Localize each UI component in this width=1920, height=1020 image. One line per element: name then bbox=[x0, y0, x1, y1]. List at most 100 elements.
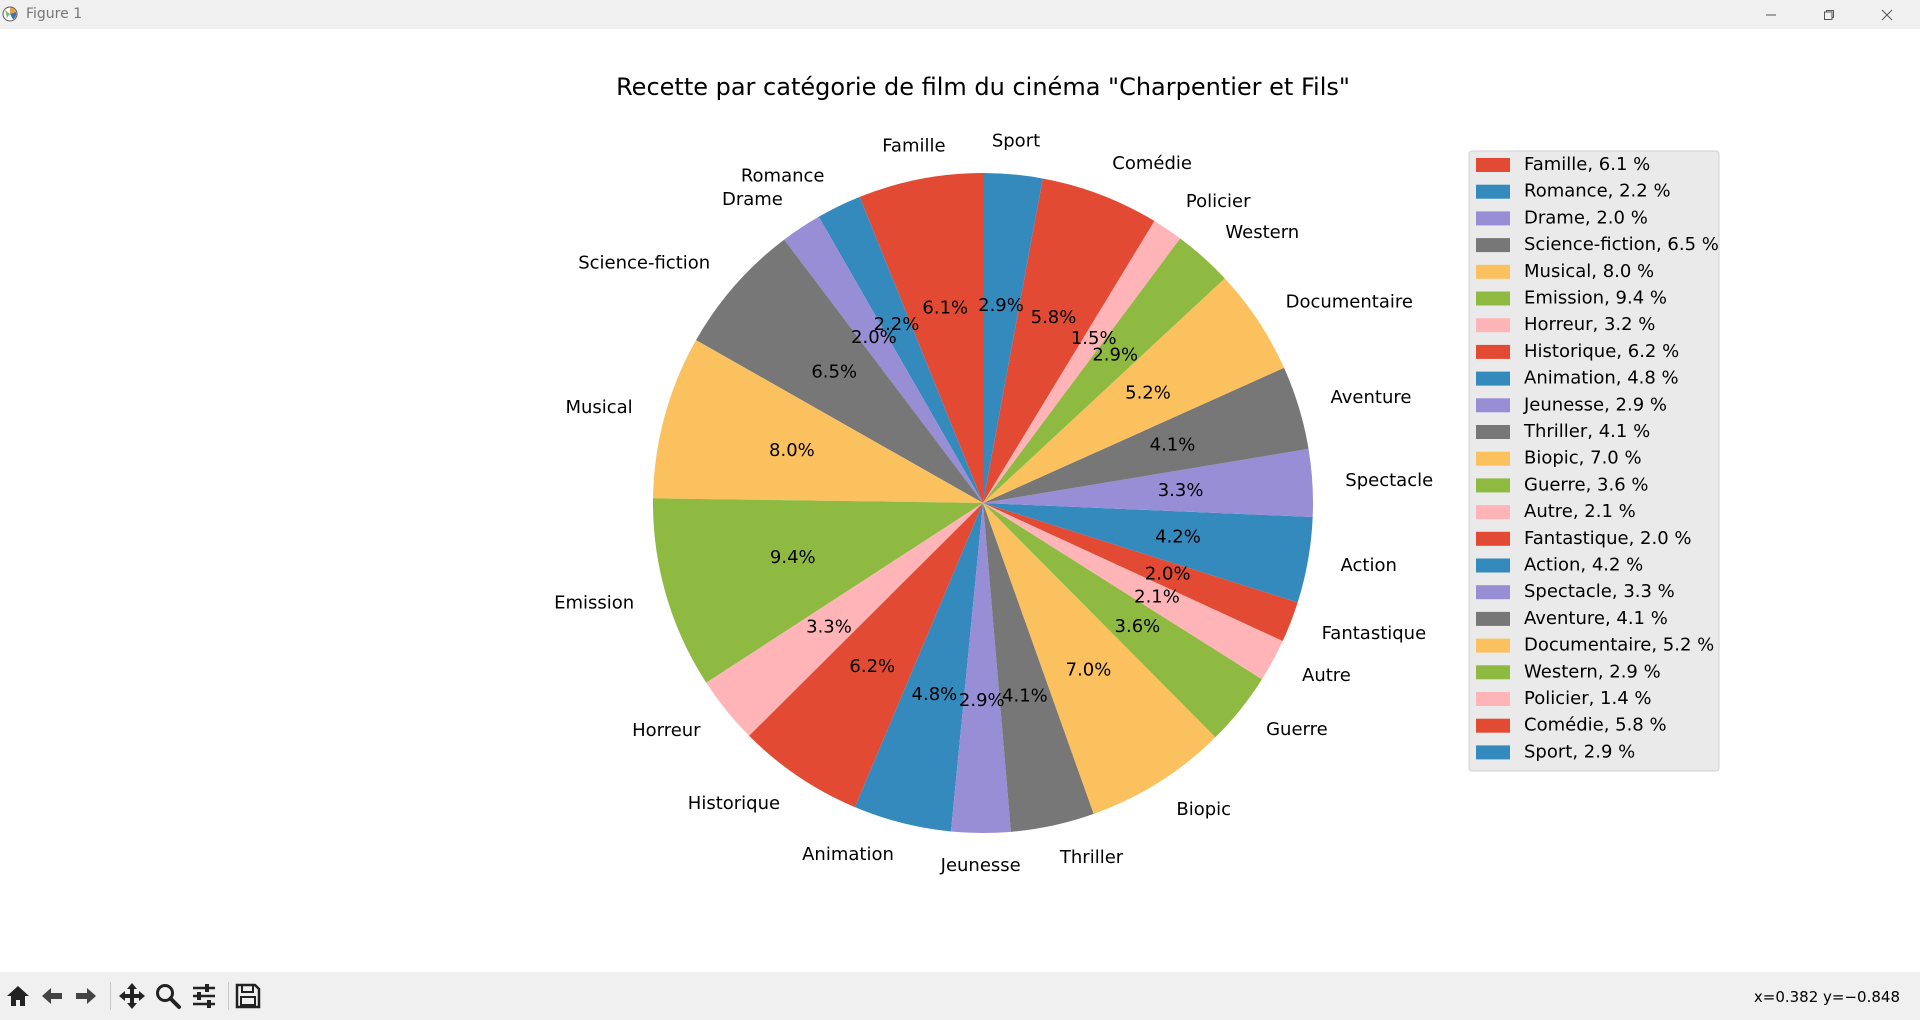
percent-label: 2.2% bbox=[874, 314, 920, 335]
legend-label: Thriller, 4.1 % bbox=[1523, 421, 1650, 442]
percent-label: 7.0% bbox=[1066, 660, 1112, 681]
home-icon bbox=[7, 986, 29, 1006]
save-button[interactable] bbox=[232, 980, 264, 1012]
close-button[interactable] bbox=[1858, 0, 1916, 29]
legend-item: Jeunesse, 2.9 % bbox=[1476, 394, 1667, 415]
legend-label: Comédie, 5.8 % bbox=[1524, 715, 1667, 736]
slice-label: Documentaire bbox=[1286, 292, 1413, 313]
back-button[interactable] bbox=[36, 980, 68, 1012]
slice-label: Emission bbox=[554, 593, 634, 614]
pie-slice bbox=[784, 216, 983, 503]
percent-label: 5.2% bbox=[1125, 383, 1171, 404]
pie-slice bbox=[859, 173, 983, 503]
slice-label: Jeunesse bbox=[940, 855, 1021, 876]
percent-label: 4.1% bbox=[1002, 686, 1048, 707]
pie-slice bbox=[983, 503, 1298, 642]
pie-slice bbox=[983, 503, 1216, 814]
legend-label: Famille, 6.1 % bbox=[1524, 154, 1650, 175]
percent-label: 2.1% bbox=[1134, 587, 1180, 608]
minimize-icon bbox=[1766, 14, 1776, 15]
legend-swatch bbox=[1476, 558, 1510, 573]
percent-label: 3.3% bbox=[806, 616, 852, 637]
legend-swatch bbox=[1476, 718, 1510, 733]
home-button[interactable] bbox=[2, 980, 34, 1012]
cursor-coordinates: x=0.382 y=−0.848 bbox=[1753, 988, 1900, 1006]
legend-item: Thriller, 4.1 % bbox=[1476, 421, 1650, 442]
legend-swatch bbox=[1476, 264, 1510, 279]
slice-label: Aventure bbox=[1331, 387, 1412, 408]
legend-frame bbox=[1468, 150, 1720, 772]
pie-slice bbox=[983, 278, 1285, 503]
percent-label: 8.0% bbox=[769, 440, 815, 461]
pie-slice bbox=[653, 340, 983, 503]
legend-swatch bbox=[1476, 425, 1510, 439]
legend-item: Action, 4.2 % bbox=[1476, 555, 1643, 576]
legend-item: Musical, 8.0 % bbox=[1476, 261, 1654, 282]
legend-label: Western, 2.9 % bbox=[1524, 661, 1661, 682]
navigation-toolbar: x=0.382 y=−0.848 bbox=[0, 972, 1920, 1020]
pie-slice bbox=[983, 503, 1313, 603]
forward-icon bbox=[76, 988, 96, 1004]
slice-label: Romance bbox=[741, 165, 825, 186]
legend-item: Horreur, 3.2 % bbox=[1476, 314, 1655, 335]
pie-slice bbox=[983, 238, 1225, 504]
legend-label: Aventure, 4.1 % bbox=[1524, 608, 1668, 629]
legend-label: Action, 4.2 % bbox=[1524, 555, 1643, 576]
forward-button[interactable] bbox=[70, 980, 102, 1012]
legend-swatch bbox=[1476, 158, 1510, 172]
slice-label: Action bbox=[1341, 555, 1397, 576]
percent-label: 6.1% bbox=[922, 298, 968, 319]
legend-swatch bbox=[1476, 638, 1510, 653]
figure-canvas[interactable]: Recette par catégorie de film du cinéma … bbox=[0, 29, 1920, 972]
pie-slice bbox=[983, 503, 1094, 832]
pie-slice bbox=[983, 503, 1262, 738]
save-icon bbox=[235, 983, 261, 1009]
pan-button[interactable] bbox=[116, 980, 148, 1012]
legend-swatch bbox=[1476, 585, 1510, 600]
slice-labels: Famille Romance Drame Science-fiction Musica… bbox=[554, 131, 1433, 877]
pie-slice bbox=[652, 498, 983, 683]
pie-chart: Recette par catégorie de film du cinéma … bbox=[554, 73, 1720, 877]
pie-slice bbox=[983, 178, 1155, 503]
legend-item: Science-fiction, 6.5 % bbox=[1476, 234, 1719, 255]
slice-label: Guerre bbox=[1266, 719, 1328, 740]
percent-label: 6.5% bbox=[811, 361, 857, 382]
restore-icon bbox=[1824, 9, 1834, 20]
legend-item: Aventure, 4.1 % bbox=[1476, 608, 1668, 629]
configure-button[interactable] bbox=[188, 980, 220, 1012]
legend-label: Historique, 6.2 % bbox=[1524, 341, 1679, 362]
legend-swatch bbox=[1476, 398, 1510, 413]
pie-slice bbox=[854, 503, 983, 832]
legend-item: Emission, 9.4 % bbox=[1476, 288, 1667, 309]
legend-swatch bbox=[1476, 451, 1510, 466]
slice-label: Fantastique bbox=[1322, 623, 1427, 644]
legend-label: Emission, 9.4 % bbox=[1524, 288, 1667, 309]
legend-swatch bbox=[1476, 745, 1510, 760]
legend-swatch bbox=[1476, 344, 1510, 359]
restore-button[interactable] bbox=[1800, 0, 1858, 29]
legend-item: Historique, 6.2 % bbox=[1476, 341, 1679, 362]
legend-label: Animation, 4.8 % bbox=[1524, 368, 1679, 389]
percent-label: 2.9% bbox=[978, 295, 1024, 316]
zoom-button[interactable] bbox=[152, 980, 184, 1012]
legend-item: Fantastique, 2.0 % bbox=[1476, 528, 1691, 549]
legend-item: Western, 2.9 % bbox=[1476, 661, 1661, 682]
toolbar-separator bbox=[228, 982, 229, 1010]
slice-label: Comédie bbox=[1112, 153, 1192, 174]
slice-label: Musical bbox=[565, 397, 632, 418]
legend-label: Musical, 8.0 % bbox=[1524, 261, 1654, 282]
pie-slice bbox=[983, 448, 1313, 517]
legend-item: Animation, 4.8 % bbox=[1476, 368, 1679, 389]
legend-item: Famille, 6.1 % bbox=[1476, 154, 1650, 175]
percent-label: 4.2% bbox=[1155, 526, 1201, 547]
chart-title: Recette par catégorie de film du cinéma … bbox=[616, 73, 1350, 101]
minimize-button[interactable] bbox=[1742, 0, 1800, 29]
legend: Famille, 6.1 % Romance, 2.2 % Drame, 2.0 %… bbox=[1468, 150, 1720, 772]
legend-label: Policier, 1.4 % bbox=[1524, 688, 1652, 709]
legend-swatch bbox=[1476, 531, 1510, 546]
legend-swatch bbox=[1476, 211, 1510, 226]
slice-label: Spectacle bbox=[1345, 470, 1433, 491]
legend-label: Romance, 2.2 % bbox=[1524, 181, 1671, 202]
percent-label: 6.2% bbox=[849, 656, 895, 677]
legend-swatch bbox=[1476, 478, 1510, 493]
